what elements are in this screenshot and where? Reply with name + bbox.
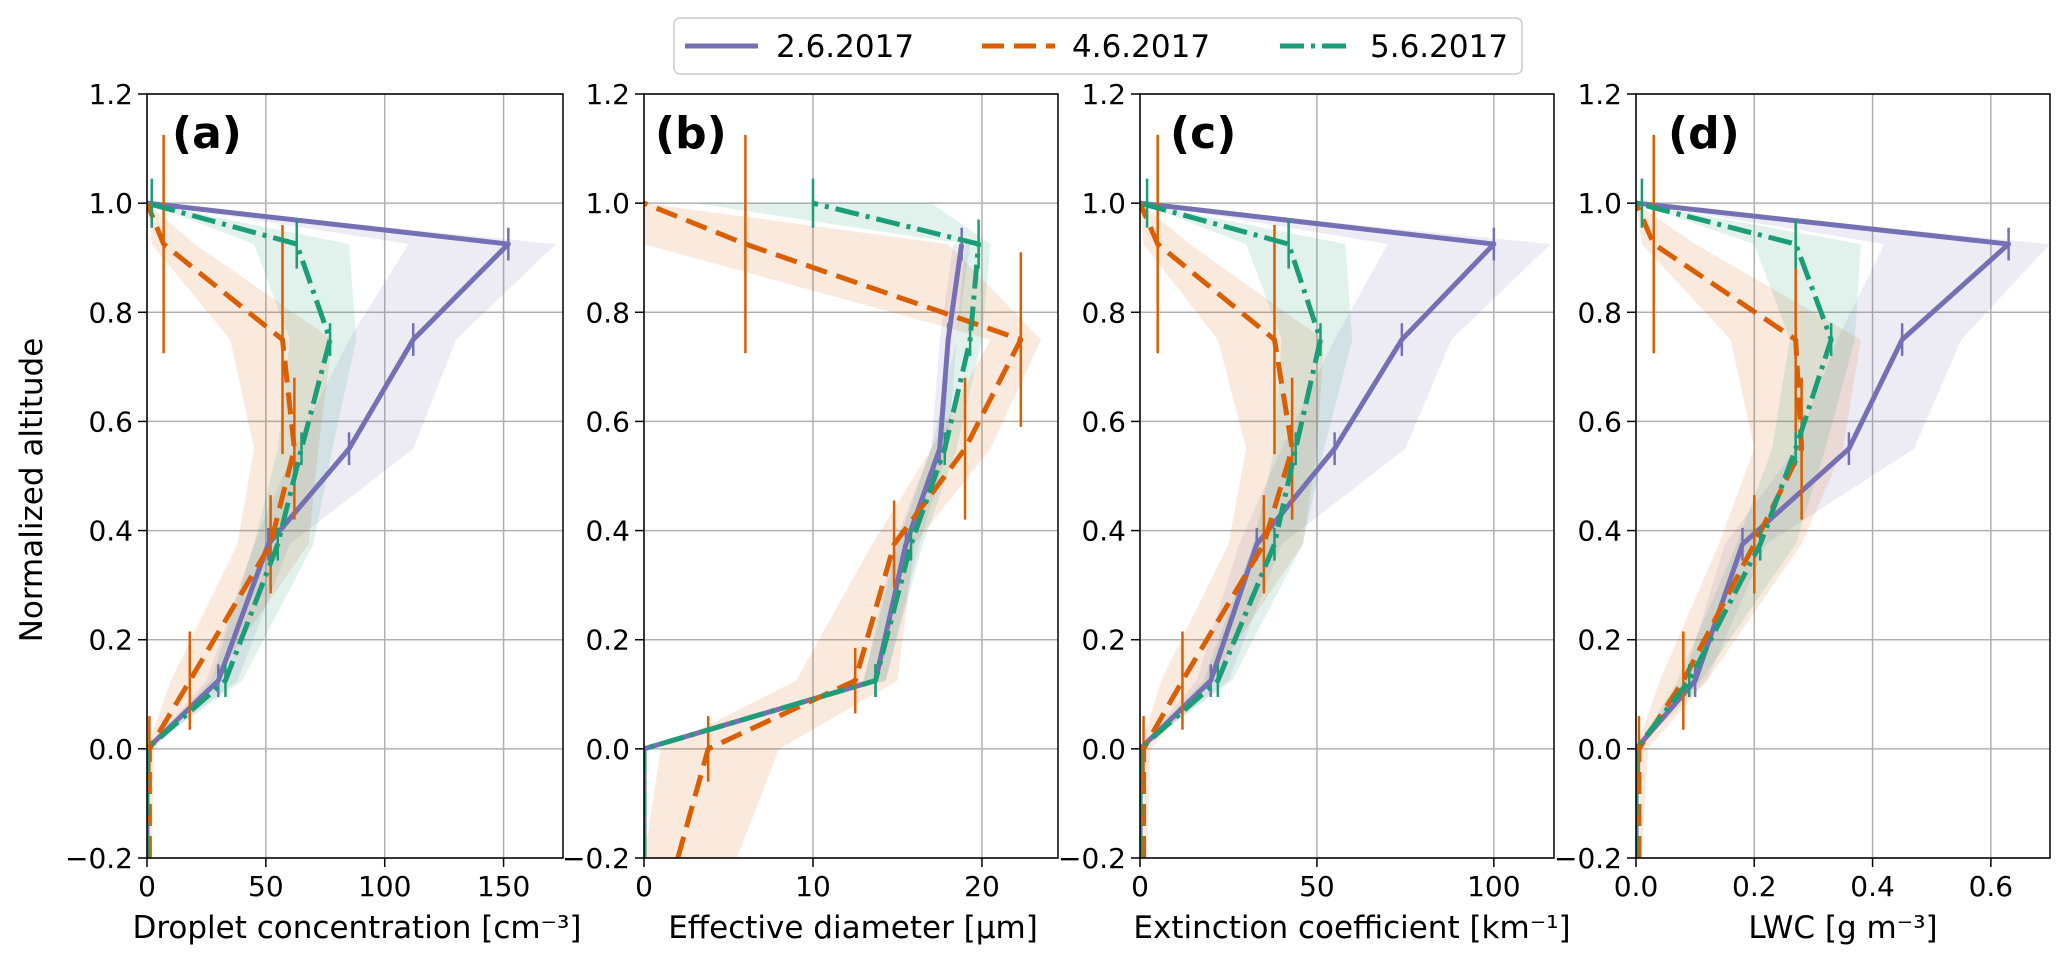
y-tick-label-b: 1.2 [585, 78, 630, 111]
y-tick-label-c: 1.2 [1081, 78, 1126, 111]
series-line-c-s1 [1140, 200, 1497, 858]
y-tick-label-c: 0.4 [1081, 515, 1126, 548]
x-tick-label-c: 0 [1131, 870, 1149, 903]
x-axis-label-a: Droplet concentration [cm⁻³] [132, 910, 581, 946]
y-tick-label-d: 0.0 [1577, 733, 1622, 766]
band-d-s2 [1636, 203, 1861, 858]
panel-label-a: (a) [172, 108, 242, 159]
y-tick-label-c: 1.0 [1081, 187, 1126, 220]
x-axis-label-c: Extinction coefficient [km⁻¹] [1133, 910, 1570, 946]
y-tick-label-c: 0.2 [1081, 624, 1126, 657]
y-tick-label-d: 1.2 [1577, 78, 1622, 111]
y-tick-label-b: 0.0 [585, 733, 630, 766]
x-tick-label-b: 20 [964, 870, 1000, 903]
y-tick-label-c: 0.6 [1081, 405, 1126, 438]
y-tick-label-b: 0.6 [585, 405, 630, 438]
x-axis-label-b: Effective diameter [μm] [668, 910, 1038, 946]
y-tick-label-a: 0.8 [88, 296, 133, 329]
series-line-c-s2 [1140, 202, 1295, 858]
series-line-a-s1 [147, 200, 511, 858]
band-a-s3 [147, 203, 357, 858]
y-tick-label-a: 0.6 [88, 405, 133, 438]
y-tick-label-a: 1.2 [88, 78, 133, 111]
legend-label-3: 5.6.2017 [1370, 29, 1508, 65]
y-tick-label-b: 1.0 [585, 187, 630, 220]
axes-frame-c [1139, 93, 1555, 859]
y-tick-label-c: 0.0 [1081, 733, 1126, 766]
panel-c: Extinction coefficient [km⁻¹] (c) 0 50 100 −0… [1058, 78, 1571, 946]
x-tick-label-d: 0.2 [1732, 870, 1777, 903]
y-tick-label-a: 0.2 [88, 624, 133, 657]
legend-box [673, 17, 1523, 75]
y-tick-label-b: −0.2 [562, 842, 630, 875]
band-a-s1 [147, 203, 556, 858]
x-tick-label-a: 50 [248, 870, 284, 903]
y-tick-label-b: 0.8 [585, 296, 630, 329]
legend-label-1: 2.6.2017 [776, 29, 914, 65]
x-axis-label-d: LWC [g m⁻³] [1748, 910, 1937, 946]
panel-label-d: (d) [1668, 108, 1740, 159]
plot-area-b [644, 134, 1042, 858]
band-b-s2 [644, 203, 1042, 858]
y-tick-label-c: 0.8 [1081, 296, 1126, 329]
axes-frame-a [146, 93, 564, 859]
axes-frame-d [1635, 93, 2051, 859]
x-tick-label-d: 0.4 [1850, 870, 1895, 903]
y-tick-label-d: 1.0 [1577, 187, 1622, 220]
series-line-b-s3 [644, 200, 982, 858]
panel-label-c: (c) [1170, 108, 1236, 159]
x-tick-label-b: 0 [635, 870, 653, 903]
series-line-b-s2 [644, 200, 1024, 858]
series-line-a-s3 [147, 200, 333, 858]
y-tick-label-d: 0.6 [1577, 405, 1622, 438]
x-tick-label-a: 150 [477, 870, 530, 903]
y-tick-label-a: 0.4 [88, 515, 133, 548]
plot-area-d [1636, 134, 2050, 858]
series-line-c-s3 [1140, 200, 1323, 858]
legend-label-2: 4.6.2017 [1072, 29, 1210, 65]
y-tick-label-a: −0.2 [65, 842, 133, 875]
series-line-d-s1 [1636, 200, 2012, 858]
panel-d: LWC [g m⁻³](d)0.0 0.2 0.4 0.6−0.20.00.20.40… [1554, 78, 2051, 946]
y-tick-label-a: 1.0 [88, 187, 133, 220]
x-tick-label-d: 0.6 [1969, 870, 2014, 903]
band-c-s1 [1140, 203, 1551, 858]
y-tick-label-d: 0.2 [1577, 624, 1622, 657]
panel-a: Droplet concentration [cm⁻³] (a) 0 50 100 150… [65, 78, 582, 946]
band-b-s3 [644, 203, 991, 858]
panel-label-b: (b) [655, 108, 727, 159]
x-tick-label-c: 50 [1299, 870, 1335, 903]
legend: 2.6.2017 4.6.2017 5.6.2017 [673, 17, 1523, 75]
series-line-d-s3 [1636, 200, 1834, 858]
y-tick-label-d: −0.2 [1554, 842, 1622, 875]
x-tick-label-a: 100 [358, 870, 411, 903]
x-tick-label-a: 0 [138, 870, 156, 903]
plot-area-c [1140, 134, 1551, 858]
x-tick-label-b: 10 [795, 870, 831, 903]
band-d-s3 [1636, 203, 1861, 858]
y-tick-label-c: −0.2 [1058, 842, 1126, 875]
x-tick-label-d: 0.0 [1614, 870, 1659, 903]
x-tick-label-c: 100 [1467, 870, 1520, 903]
band-d-s1 [1636, 203, 2050, 858]
y-axis-label: Normalized altitude [14, 338, 50, 643]
y-tick-label-b: 0.4 [585, 515, 630, 548]
y-tick-label-a: 0.0 [88, 733, 133, 766]
panel-b: Effective diameter [μm] (b) 0 10 20 −0.2 0.0 0.… [562, 78, 1059, 946]
y-tick-label-d: 0.8 [1577, 296, 1622, 329]
y-tick-label-b: 0.2 [585, 624, 630, 657]
series-line-a-s2 [147, 202, 297, 858]
y-tick-label-d: 0.4 [1577, 515, 1622, 548]
axes-frame-b [643, 93, 1059, 859]
plot-area-a [147, 134, 556, 858]
